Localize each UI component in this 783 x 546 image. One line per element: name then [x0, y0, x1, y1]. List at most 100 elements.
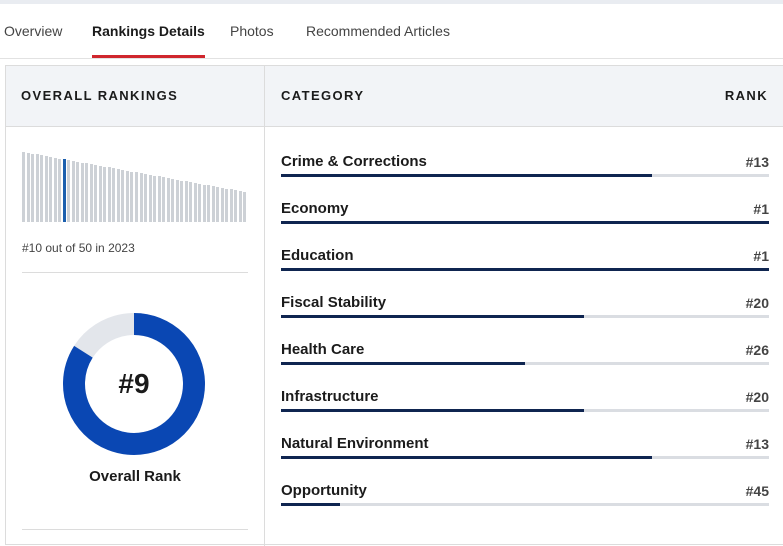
trend-bar: [107, 167, 111, 222]
trend-bar: [35, 154, 39, 222]
rank-bar-track: [281, 456, 769, 459]
trend-bar: [153, 175, 157, 222]
category-row-fiscal-stability[interactable]: Fiscal Stability #20: [281, 294, 769, 341]
trend-bar: [193, 182, 197, 222]
category-table-header: CATEGORY RANK: [264, 66, 783, 127]
trend-bar: [189, 182, 193, 222]
overall-rank-donut: [63, 313, 205, 455]
trend-bar: [40, 155, 44, 222]
category-name: Opportunity: [281, 482, 367, 499]
category-row-opportunity[interactable]: Opportunity #45: [281, 482, 769, 529]
trend-bar: [207, 185, 211, 222]
rank-bar-fill: [281, 221, 769, 224]
overall-rankings-title: OVERALL RANKINGS: [21, 88, 179, 103]
trend-bar: [225, 188, 229, 222]
trend-bar: [135, 172, 139, 222]
category-rank: #45: [745, 483, 769, 499]
trend-bar: [112, 168, 116, 222]
trend-bar: [157, 176, 161, 222]
trend-bar: [234, 190, 238, 222]
ranking-trend-chart: [22, 152, 248, 222]
rank-column-header: RANK: [724, 88, 768, 103]
category-name: Infrastructure: [281, 388, 379, 405]
trend-bar: [76, 161, 80, 222]
category-rank: #20: [745, 389, 769, 405]
column-divider: [264, 66, 265, 546]
trend-bar: [243, 191, 247, 222]
trend-bar: [53, 157, 57, 222]
category-name: Fiscal Stability: [281, 294, 387, 311]
trend-bar: [44, 156, 48, 222]
category-row-health-care[interactable]: Health Care #26: [281, 341, 769, 388]
category-row-infrastructure[interactable]: Infrastructure #20: [281, 388, 769, 435]
trend-bar: [22, 152, 26, 222]
tab-rankings-details[interactable]: Rankings Details: [92, 4, 205, 58]
top-strip: [0, 0, 783, 4]
trend-bar: [139, 173, 143, 222]
trend-bar: [220, 187, 224, 222]
trend-bar: [67, 160, 71, 222]
rank-bar-fill: [281, 174, 652, 177]
rank-bar-fill: [281, 503, 340, 506]
tab-overview[interactable]: Overview: [4, 23, 63, 39]
category-name: Crime & Corrections: [281, 153, 427, 170]
trend-bar: [71, 160, 75, 222]
trend-bar: [85, 163, 89, 222]
donut-fill: [63, 313, 205, 455]
trend-bar: [49, 156, 53, 222]
trend-bar: [211, 186, 215, 222]
rank-bar-fill: [281, 362, 525, 365]
rank-bar-track: [281, 503, 769, 506]
category-row-natural-environment[interactable]: Natural Environment #13: [281, 435, 769, 482]
trend-bar: [184, 181, 188, 222]
rank-bar-track: [281, 315, 769, 318]
trend-bar: [171, 178, 175, 222]
category-rank: #1: [753, 248, 769, 264]
rank-bar-track: [281, 409, 769, 412]
trend-bar: [238, 191, 242, 222]
trend-bar: [80, 162, 84, 222]
category-name: Economy: [281, 200, 349, 217]
trend-bar: [130, 171, 134, 222]
trend-bar: [58, 158, 62, 222]
divider: [22, 272, 248, 273]
rank-bar-fill: [281, 409, 584, 412]
overall-rankings-header: OVERALL RANKINGS: [6, 66, 264, 127]
tab-photos[interactable]: Photos: [230, 23, 274, 39]
divider: [22, 529, 248, 530]
trend-bar: [121, 169, 125, 222]
category-row-economy[interactable]: Economy #1: [281, 200, 769, 247]
rank-bar-fill: [281, 315, 584, 318]
overall-rank-number: #9: [118, 368, 150, 399]
ranking-trend-caption: #10 out of 50 in 2023: [22, 241, 135, 255]
trend-bar: [166, 178, 170, 222]
trend-bar: [175, 179, 179, 222]
overall-rank-caption: Overall Rank: [89, 468, 181, 485]
trend-bar: [125, 170, 129, 222]
rank-bar-track: [281, 362, 769, 365]
trend-bar: [26, 152, 30, 222]
rank-bar-track: [281, 268, 769, 271]
rank-bar-fill: [281, 268, 769, 271]
trend-bar: [89, 164, 93, 222]
category-name: Health Care: [281, 341, 365, 358]
category-rank: #13: [745, 436, 769, 452]
category-name: Natural Environment: [281, 435, 429, 452]
trend-bar: [180, 180, 184, 222]
category-rank: #20: [745, 295, 769, 311]
trend-bar: [62, 159, 66, 222]
tab-bar: Overview Rankings Details Photos Recomme…: [0, 4, 783, 59]
trend-bar: [116, 169, 120, 222]
category-column-header: CATEGORY: [281, 88, 365, 103]
category-row-education[interactable]: Education #1: [281, 247, 769, 294]
rank-bar-track: [281, 221, 769, 224]
trend-bar: [94, 165, 98, 222]
rank-bar-track: [281, 174, 769, 177]
category-row-crime-corrections[interactable]: Crime & Corrections #13: [281, 153, 769, 200]
trend-bar: [98, 165, 102, 222]
trend-bar: [162, 177, 166, 222]
trend-bar: [31, 153, 35, 222]
trend-bar: [229, 189, 233, 222]
rankings-card: OVERALL RANKINGS CATEGORY RANK #10 out o…: [5, 65, 783, 546]
tab-recommended-articles[interactable]: Recommended Articles: [306, 23, 450, 39]
